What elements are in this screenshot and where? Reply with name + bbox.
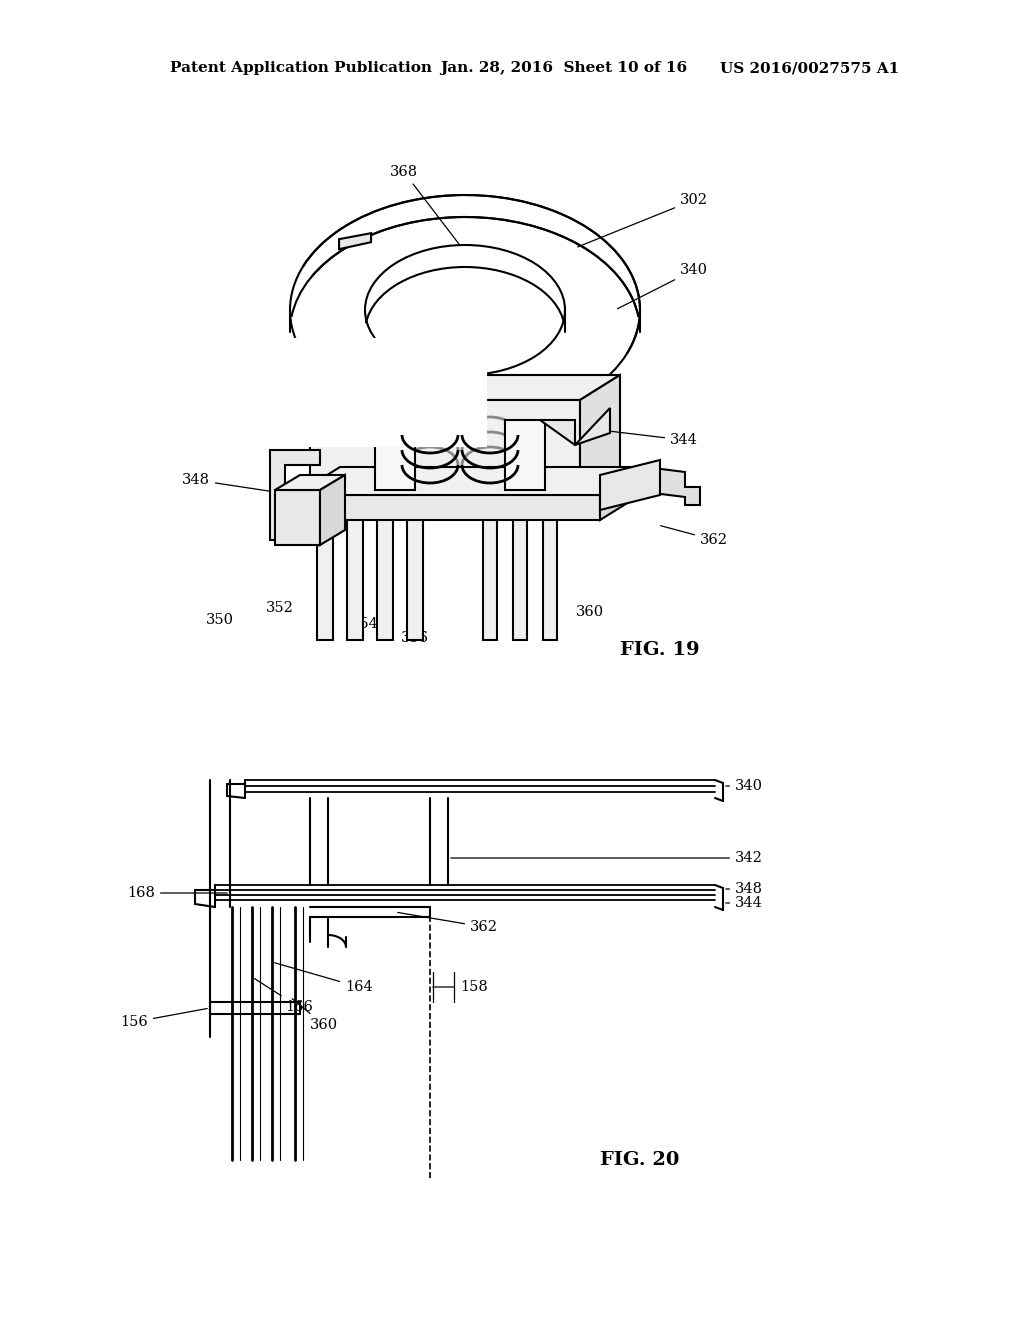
- Text: 340: 340: [617, 263, 708, 309]
- Text: 344: 344: [726, 896, 763, 909]
- Text: 362: 362: [397, 912, 498, 935]
- Ellipse shape: [365, 246, 565, 375]
- Text: 362: 362: [660, 525, 728, 546]
- Polygon shape: [540, 408, 610, 445]
- Polygon shape: [483, 510, 497, 640]
- Polygon shape: [295, 495, 600, 520]
- Polygon shape: [600, 467, 645, 520]
- Polygon shape: [310, 400, 580, 510]
- Text: FIG. 20: FIG. 20: [600, 1151, 680, 1170]
- Text: 166: 166: [254, 978, 313, 1014]
- Polygon shape: [580, 375, 620, 510]
- Polygon shape: [339, 234, 371, 249]
- Polygon shape: [645, 467, 700, 506]
- Text: 340: 340: [726, 779, 763, 793]
- Polygon shape: [275, 490, 319, 545]
- Text: 156: 156: [120, 1008, 207, 1030]
- Text: 360: 360: [292, 999, 338, 1032]
- Text: Patent Application Publication: Patent Application Publication: [170, 61, 432, 75]
- Text: 344: 344: [603, 430, 698, 447]
- Text: US 2016/0027575 A1: US 2016/0027575 A1: [720, 61, 899, 75]
- Text: 302: 302: [578, 193, 708, 247]
- Polygon shape: [275, 475, 345, 490]
- Polygon shape: [285, 341, 485, 445]
- Polygon shape: [505, 420, 545, 490]
- Polygon shape: [377, 510, 393, 640]
- Text: 352: 352: [266, 601, 294, 615]
- Polygon shape: [513, 510, 527, 640]
- Text: 168: 168: [127, 886, 227, 900]
- Polygon shape: [375, 420, 415, 490]
- Text: 348: 348: [726, 882, 763, 896]
- Polygon shape: [295, 467, 645, 495]
- Text: 368: 368: [390, 165, 461, 246]
- Polygon shape: [270, 450, 319, 540]
- Text: 354: 354: [351, 616, 379, 631]
- Text: FIG. 19: FIG. 19: [621, 642, 699, 659]
- Polygon shape: [310, 375, 620, 400]
- Ellipse shape: [290, 195, 640, 425]
- Text: 342: 342: [451, 851, 763, 865]
- Text: 348: 348: [182, 473, 292, 495]
- Text: Jan. 28, 2016  Sheet 10 of 16: Jan. 28, 2016 Sheet 10 of 16: [440, 61, 687, 75]
- Polygon shape: [317, 510, 333, 640]
- Text: 158: 158: [433, 973, 487, 1002]
- Polygon shape: [543, 510, 557, 640]
- Polygon shape: [600, 459, 660, 510]
- Text: 360: 360: [575, 605, 604, 619]
- Text: 350: 350: [206, 612, 234, 627]
- Text: 164: 164: [274, 962, 373, 994]
- Polygon shape: [407, 510, 423, 640]
- Text: 356: 356: [401, 631, 429, 645]
- Polygon shape: [319, 475, 345, 545]
- Polygon shape: [347, 510, 362, 640]
